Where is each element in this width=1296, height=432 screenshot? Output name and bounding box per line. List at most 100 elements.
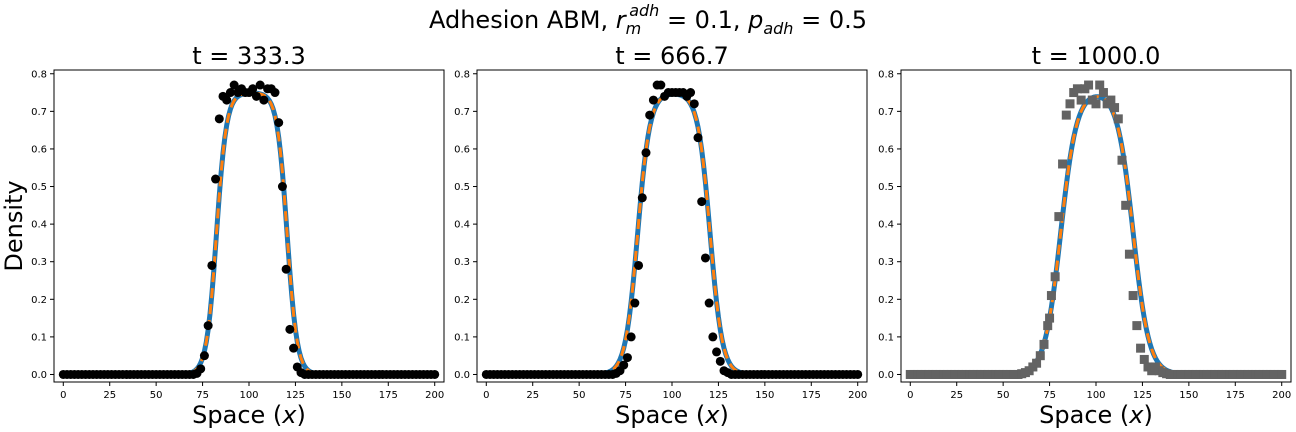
chart-0-point: [229, 80, 239, 90]
chart-2-series-solid: [909, 94, 1283, 377]
chart-1-point: [656, 80, 666, 90]
chart-2-point: [1035, 351, 1045, 361]
chart-1-axes-frame: [476, 69, 868, 383]
chart-2-point: [1113, 114, 1123, 124]
chart-1-ytick-label: 0.6: [454, 144, 470, 155]
chart-0-xlabel: Space (x): [192, 401, 306, 429]
chart-0-axes-frame: [53, 69, 445, 383]
chart-1-point: [637, 193, 647, 203]
chart-1-xtick-label: 25: [526, 390, 539, 401]
chart-2-xtick-label: 150: [1179, 390, 1198, 401]
chart-1-xtick-label: 0: [483, 390, 489, 401]
chart-0-xtick-label: 75: [196, 390, 209, 401]
chart-2-xtick-label: 100: [1086, 390, 1105, 401]
chart-2-point: [1076, 95, 1086, 105]
chart-1-point: [630, 298, 640, 308]
chart-0-point: [225, 88, 235, 98]
chart-2-point: [1136, 343, 1146, 353]
chart-0-xtick-label: 175: [379, 390, 398, 401]
chart-2-point: [1095, 80, 1105, 90]
chart-2-title: t = 1000.0: [1032, 42, 1161, 70]
chart-1-point: [715, 356, 725, 366]
chart-0-ytick-label: 0.6: [31, 144, 47, 155]
chart-2-point: [1128, 291, 1138, 301]
chart-1-point: [626, 332, 636, 342]
chart-2-axes-frame: [900, 69, 1292, 383]
chart-2-point: [1043, 321, 1053, 331]
chart-2-ytick-label: 0.7: [878, 107, 894, 118]
chart-0-xtick-label: 50: [150, 390, 163, 401]
chart-1-point: [693, 133, 703, 143]
chart-0-point: [270, 88, 280, 98]
chart-0-xtick-label: 125: [286, 390, 305, 401]
subplot-t-1000: t = 1000.0 0 25 50 75 100 125 150 175 200 0.0 0.1 0.…: [878, 42, 1292, 429]
chart-2-point: [1061, 110, 1071, 120]
chart-0-point: [222, 95, 232, 105]
chart-1-xtick-label: 175: [802, 390, 821, 401]
chart-1-ytick-label: 0.1: [454, 332, 470, 343]
chart-1-ytick-label: 0.0: [454, 370, 470, 381]
chart-0-point: [274, 118, 284, 128]
chart-1-ytick-label: 0.7: [454, 107, 470, 118]
chart-0-ytick-label: 0.1: [31, 332, 47, 343]
chart-2-xtick-label: 75: [1043, 390, 1056, 401]
chart-2-ytick-label: 0.2: [878, 295, 894, 306]
chart-1-xtick-label: 125: [709, 390, 728, 401]
subplot-t-667: t = 666.7 0 25 50 75 100 125 150 175 200 0.0 0.1 0.2…: [454, 42, 868, 429]
chart-2-point: [1065, 99, 1075, 109]
chart-1-point: [634, 260, 644, 270]
chart-2-point: [1139, 354, 1149, 364]
chart-1-series-solid: [485, 91, 859, 377]
chart-0-xtick-label: 25: [103, 390, 116, 401]
chart-2-point: [1117, 155, 1127, 165]
chart-0-ytick-label: 0.0: [31, 370, 47, 381]
chart-1-ytick-label: 0.2: [454, 295, 470, 306]
chart-0-point: [430, 369, 440, 379]
chart-2-ytick-label: 0.3: [878, 257, 894, 268]
chart-1-ytick-label: 0.4: [454, 220, 470, 231]
chart-2-xtick-label: 200: [1272, 390, 1291, 401]
chart-2-ytick-label: 0.5: [878, 182, 894, 193]
chart-0-point: [207, 260, 217, 270]
chart-0-xtick-label: 200: [425, 390, 444, 401]
chart-1-series-dashed: [486, 92, 858, 376]
chart-2-ytick-label: 0.8: [878, 69, 894, 80]
chart-0-point: [255, 80, 265, 90]
chart-0-point: [196, 364, 206, 374]
chart-2-ytick-label: 0.6: [878, 144, 894, 155]
chart-0-ylabel: Density: [0, 180, 28, 271]
chart-2-point: [1098, 88, 1108, 98]
chart-1-point: [619, 360, 629, 370]
chart-0-xtick-label: 100: [239, 390, 258, 401]
chart-0-ytick-label: 0.7: [31, 107, 47, 118]
chart-1-point: [700, 253, 710, 263]
chart-1-xtick-label: 50: [573, 390, 586, 401]
chart-2-point: [1032, 358, 1042, 368]
chart-1-point: [645, 110, 655, 120]
chart-0-xtick-label: 150: [332, 390, 351, 401]
chart-1-point: [689, 99, 699, 109]
chart-1-ytick-label: 0.3: [454, 257, 470, 268]
chart-0-point: [259, 95, 269, 105]
chart-0-title: t = 333.3: [192, 42, 305, 70]
chart-2-point: [1039, 339, 1049, 349]
chart-1-xlabel: Space (x): [615, 401, 729, 429]
chart-2-point: [1050, 272, 1060, 282]
chart-1-xtick-label: 150: [755, 390, 774, 401]
chart-0-point: [203, 321, 213, 331]
chart-1-point: [648, 95, 658, 105]
chart-2-point: [1110, 103, 1120, 113]
chart-1-ytick-label: 0.8: [454, 69, 470, 80]
chart-1-title: t = 666.7: [615, 42, 728, 70]
chart-2-xtick-label: 125: [1133, 390, 1152, 401]
chart-1-ytick-label: 0.5: [454, 182, 470, 193]
chart-2-point: [1084, 80, 1094, 90]
chart-1-xtick-label: 100: [662, 390, 681, 401]
chart-2-point: [1121, 200, 1131, 210]
chart-1-point: [641, 148, 651, 158]
chart-2-xtick-label: 0: [907, 390, 913, 401]
chart-2-point: [1277, 369, 1287, 379]
chart-0-point: [277, 182, 287, 192]
chart-1-point: [708, 332, 718, 342]
